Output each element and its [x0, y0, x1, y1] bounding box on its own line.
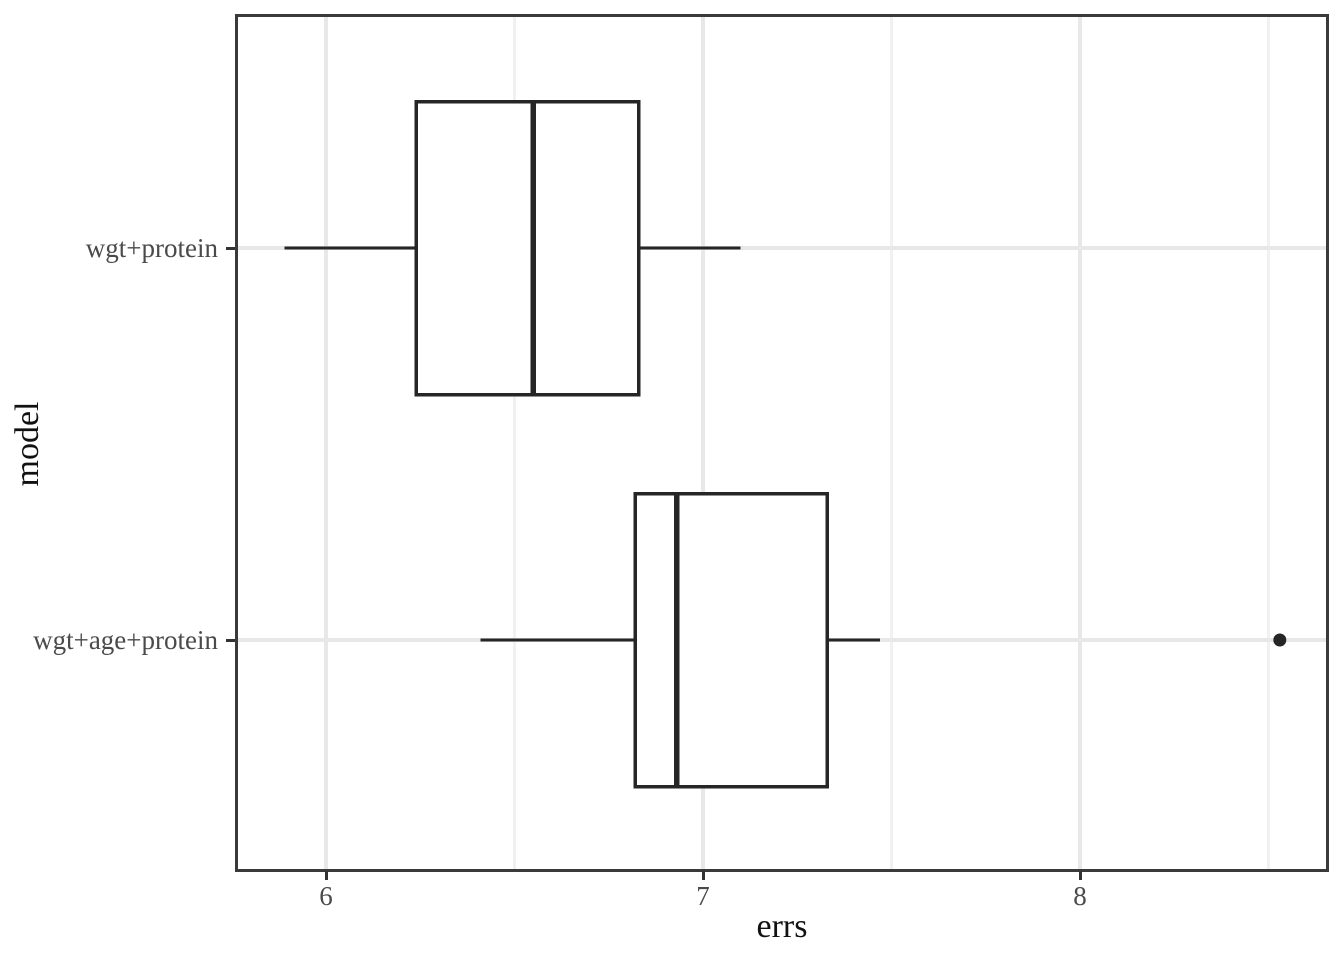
x-tick-label: 8 [1073, 881, 1087, 911]
x-axis-title: errs [756, 908, 808, 945]
category-label: wgt+protein [85, 233, 218, 263]
category-label: wgt+age+protein [33, 625, 218, 655]
box-iqr [414, 99, 641, 397]
y-tick-mark [226, 246, 235, 250]
x-tick-label: 7 [696, 881, 710, 911]
x-tick-label: 6 [319, 881, 333, 911]
y-tick-mark [226, 638, 235, 642]
outlier-point [1273, 633, 1287, 647]
box-iqr [633, 491, 830, 789]
x-tick-mark [701, 871, 705, 880]
x-tick-mark [1078, 871, 1082, 880]
x-tick-mark [324, 871, 328, 880]
panel-border [235, 14, 1329, 872]
plot-panel [235, 14, 1329, 872]
y-axis-title: model [9, 401, 46, 487]
